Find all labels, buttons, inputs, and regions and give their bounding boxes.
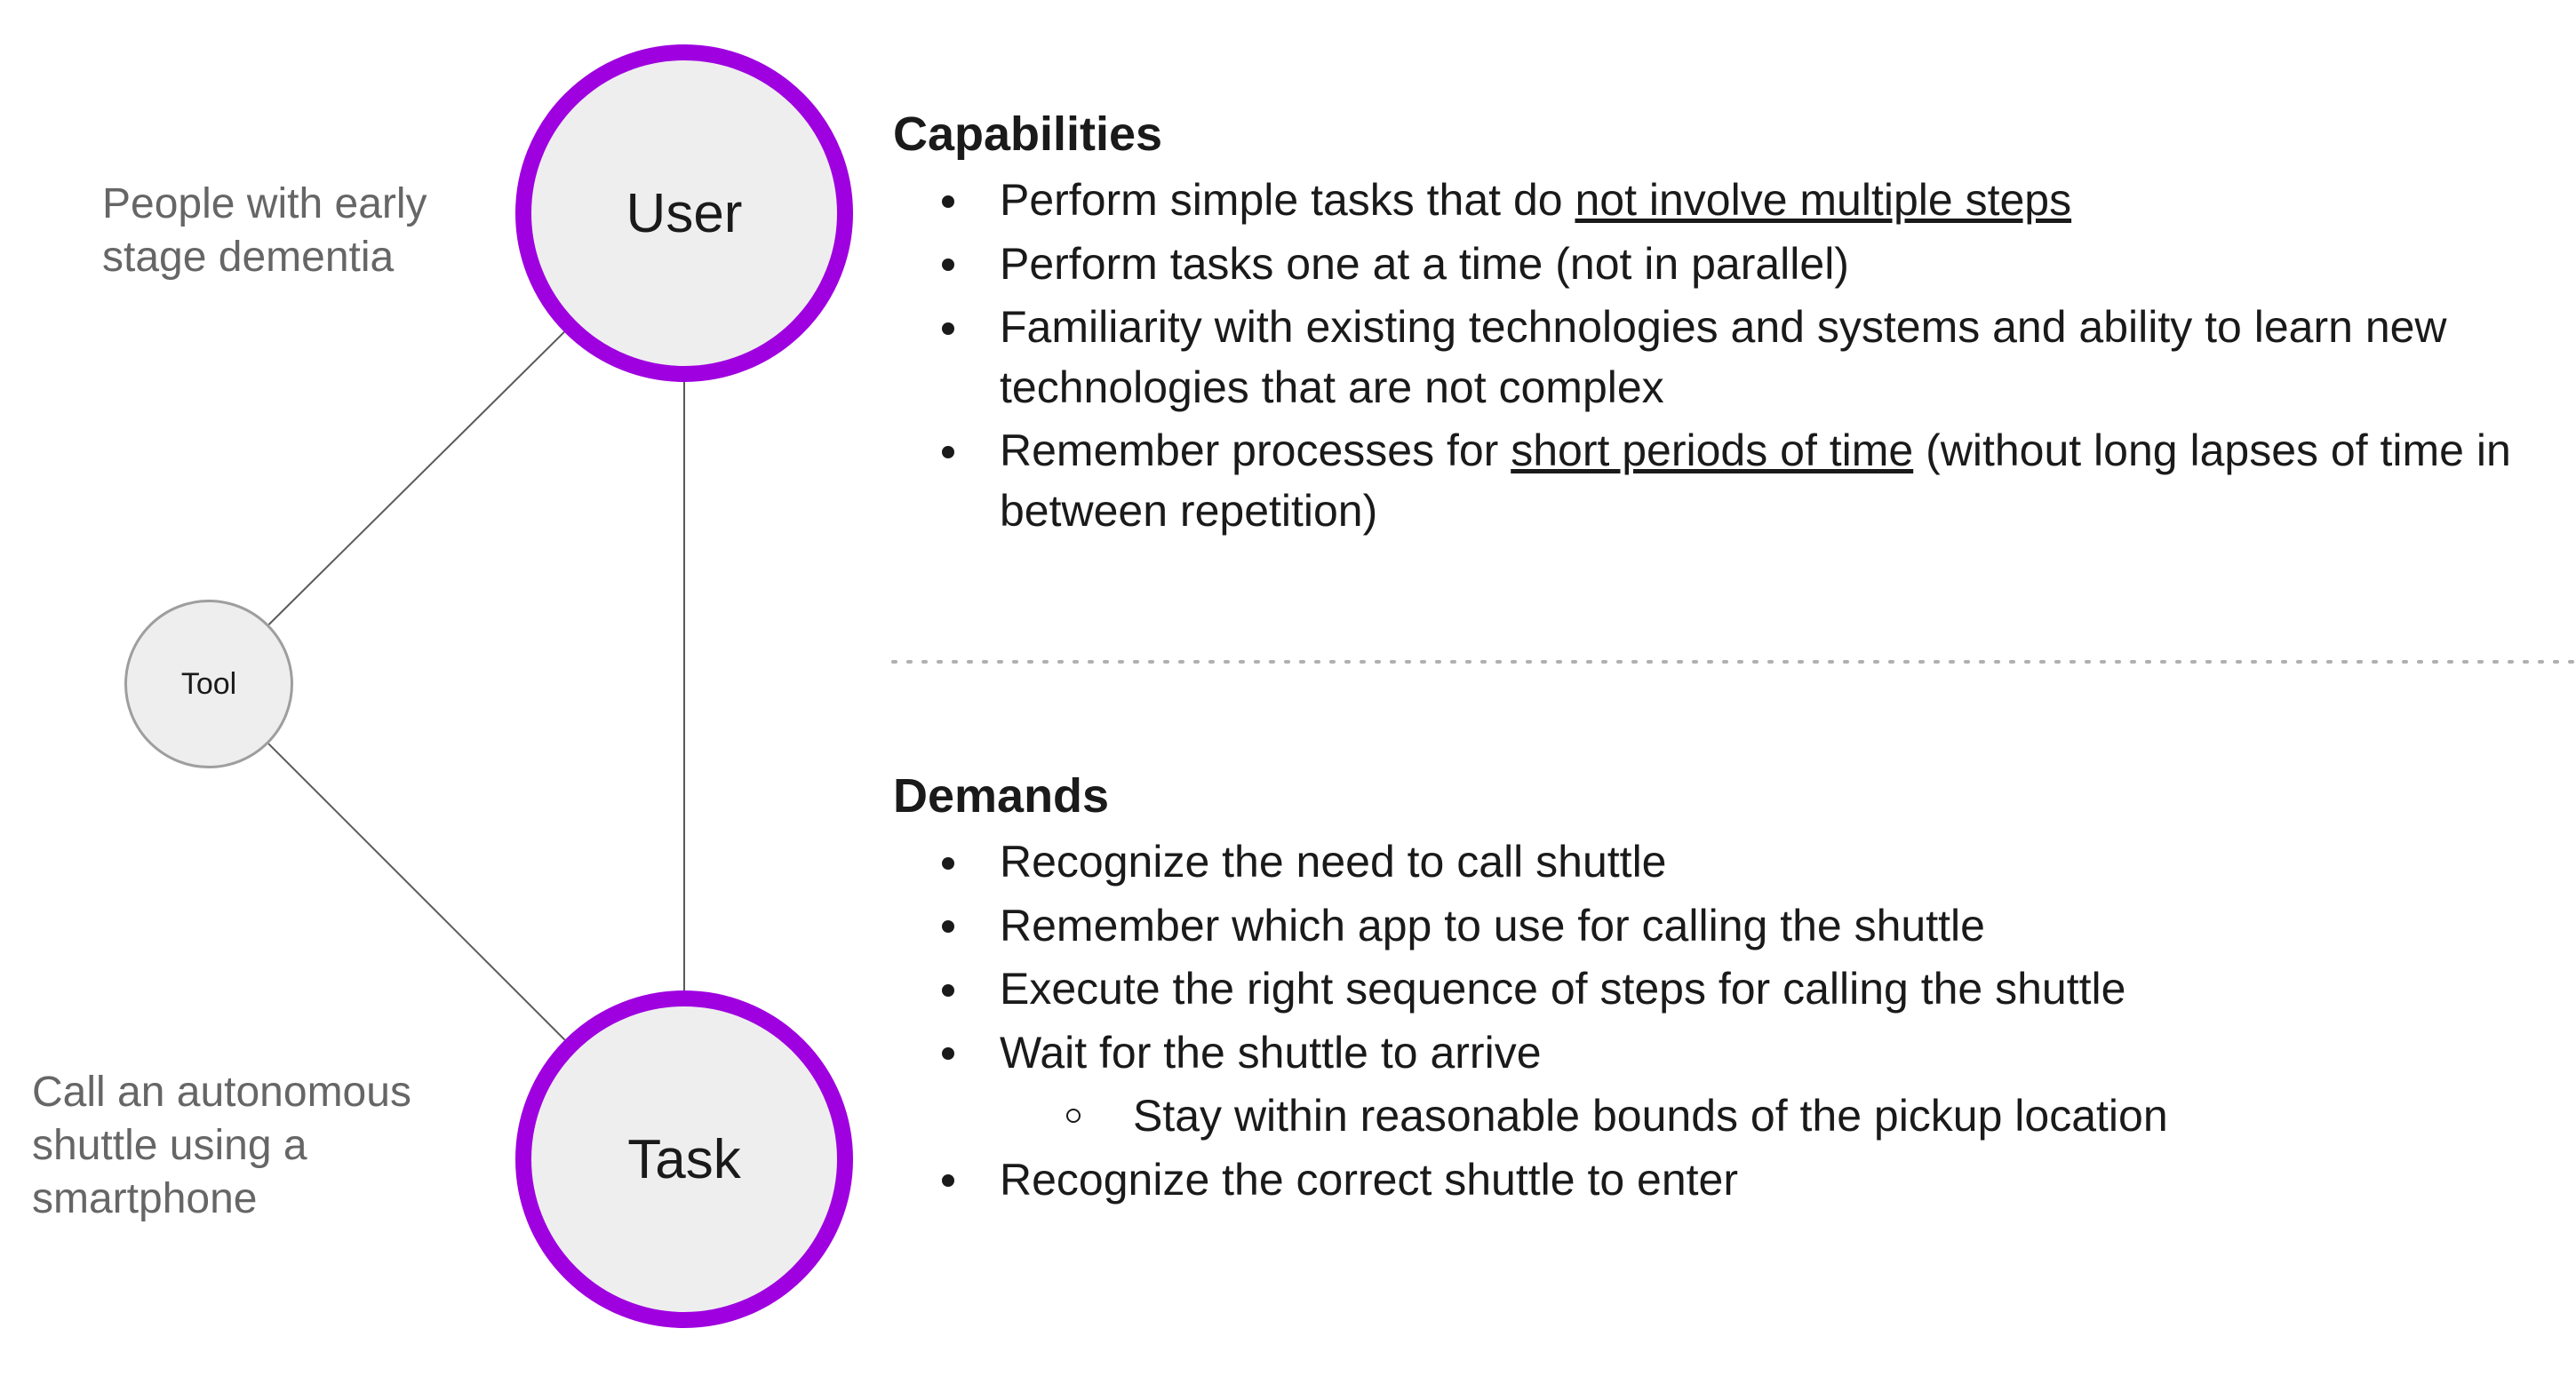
list-item: Recognize the need to call shuttle	[893, 832, 2567, 893]
diagram-canvas: People with earlystage dementia Call an …	[0, 0, 2576, 1376]
user-caption: People with earlystage dementia	[102, 178, 427, 284]
tool-node-label: Tool	[181, 667, 236, 702]
list-item: Wait for the shuttle to arrive	[893, 1023, 2567, 1084]
list-item: Remember which app to use for calling th…	[893, 896, 2567, 957]
user-node-label: User	[626, 182, 743, 245]
demands-section: Demands Recognize the need to call shutt…	[893, 768, 2567, 1210]
user-node: User	[515, 44, 853, 382]
list-subitem: Stay within reasonable bounds of the pic…	[893, 1086, 2567, 1147]
list-item: Familiarity with existing technologies a…	[893, 298, 2567, 418]
capabilities-title: Capabilities	[893, 107, 2567, 162]
capabilities-list: Perform simple tasks that do not involve…	[893, 171, 2567, 541]
demands-list: Recognize the need to call shuttleRememb…	[893, 832, 2567, 1210]
capabilities-section: Capabilities Perform simple tasks that d…	[893, 107, 2567, 541]
tool-node: Tool	[124, 600, 293, 768]
list-item: Recognize the correct shuttle to enter	[893, 1150, 2567, 1211]
list-item: Execute the right sequence of steps for …	[893, 959, 2567, 1020]
list-item: Perform simple tasks that do not involve…	[893, 171, 2567, 231]
list-item: Perform tasks one at a time (not in para…	[893, 235, 2567, 295]
task-node-label: Task	[627, 1128, 740, 1191]
task-node: Task	[515, 990, 853, 1328]
task-caption: Call an autonomousshuttle using asmartph…	[32, 1066, 411, 1226]
demands-title: Demands	[893, 768, 2567, 823]
list-item: Remember processes for short periods of …	[893, 421, 2567, 541]
